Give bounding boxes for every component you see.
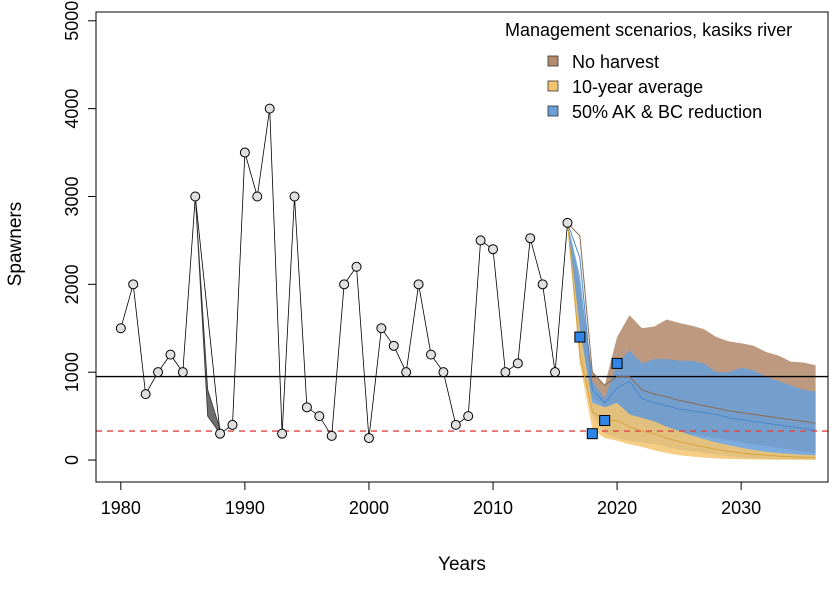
x-tick-label: 2010 xyxy=(473,498,513,518)
observed-point xyxy=(339,279,350,290)
observed-point xyxy=(264,103,275,114)
x-tick-label: 2000 xyxy=(349,498,389,518)
observed-point xyxy=(363,433,374,444)
x-tick-label: 2030 xyxy=(721,498,761,518)
x-axis-label: Years xyxy=(438,554,486,575)
y-tick-label: 4000 xyxy=(62,89,82,129)
axes: 1980 1990 2000 2010 2020 2030 0 1000 2000 3000 400… xyxy=(62,1,829,518)
band-50-ak-bc-reduction xyxy=(567,222,816,460)
observed-point xyxy=(512,358,523,369)
y-tick-label: 2000 xyxy=(62,264,82,304)
observed-point xyxy=(177,367,188,378)
observed-point xyxy=(227,419,238,430)
observed-point xyxy=(326,430,337,441)
projection-bands xyxy=(194,196,816,460)
observed-point xyxy=(475,235,486,246)
observed-point xyxy=(550,367,561,378)
recent-observed-point xyxy=(611,357,623,369)
observed-point xyxy=(425,349,436,360)
y-tick-label: 1000 xyxy=(62,352,82,392)
observed-point xyxy=(215,428,226,439)
data-points xyxy=(115,103,623,444)
observed-point xyxy=(351,261,362,272)
observed-point xyxy=(463,411,474,422)
observed-point xyxy=(153,367,164,378)
y-tick-label: 3000 xyxy=(62,176,82,216)
legend-title: Management scenarios, kasiks river xyxy=(505,20,792,40)
observed-point xyxy=(488,244,499,255)
legend-swatch xyxy=(547,80,559,92)
legend: Management scenarios, kasiks river No ha… xyxy=(505,20,792,122)
median-line-1 xyxy=(567,222,816,424)
observed-point xyxy=(128,279,139,290)
legend-swatch xyxy=(547,105,559,117)
observed-point xyxy=(537,279,548,290)
observed-point xyxy=(140,389,151,400)
legend-swatch xyxy=(547,55,559,67)
y-axis-label: Spawners xyxy=(5,202,26,287)
observed-point xyxy=(301,402,312,413)
observed-point xyxy=(500,367,511,378)
observed-point xyxy=(252,191,263,202)
x-tick-label: 1980 xyxy=(101,498,141,518)
observed-point xyxy=(165,349,176,360)
y-tick-label: 5000 xyxy=(62,1,82,41)
observed-point xyxy=(115,323,126,334)
observed-point xyxy=(401,367,412,378)
x-tick-label: 1990 xyxy=(225,498,265,518)
observed-point xyxy=(413,279,424,290)
y-tick-label: 0 xyxy=(62,455,82,465)
observed-point xyxy=(314,411,325,422)
recent-observed-point xyxy=(586,428,598,440)
observed-point xyxy=(289,191,300,202)
recent-observed-point xyxy=(599,415,611,427)
plot-border xyxy=(95,11,829,483)
observed-point xyxy=(239,147,250,158)
observed-point xyxy=(562,217,573,228)
observed-point xyxy=(277,428,288,439)
observed-point xyxy=(438,367,449,378)
observed-point xyxy=(376,323,387,334)
legend-label: 10-year average xyxy=(572,77,703,97)
median-line-3 xyxy=(567,222,816,431)
observed-line xyxy=(120,108,568,439)
observed-point xyxy=(388,340,399,351)
legend-label: 50% AK & BC reduction xyxy=(572,102,762,122)
x-tick-label: 2020 xyxy=(597,498,637,518)
observed-point xyxy=(450,419,461,430)
observed-point xyxy=(190,191,201,202)
legend-label: No harvest xyxy=(572,52,659,72)
observed-point xyxy=(525,233,536,244)
recent-observed-point xyxy=(574,331,586,343)
